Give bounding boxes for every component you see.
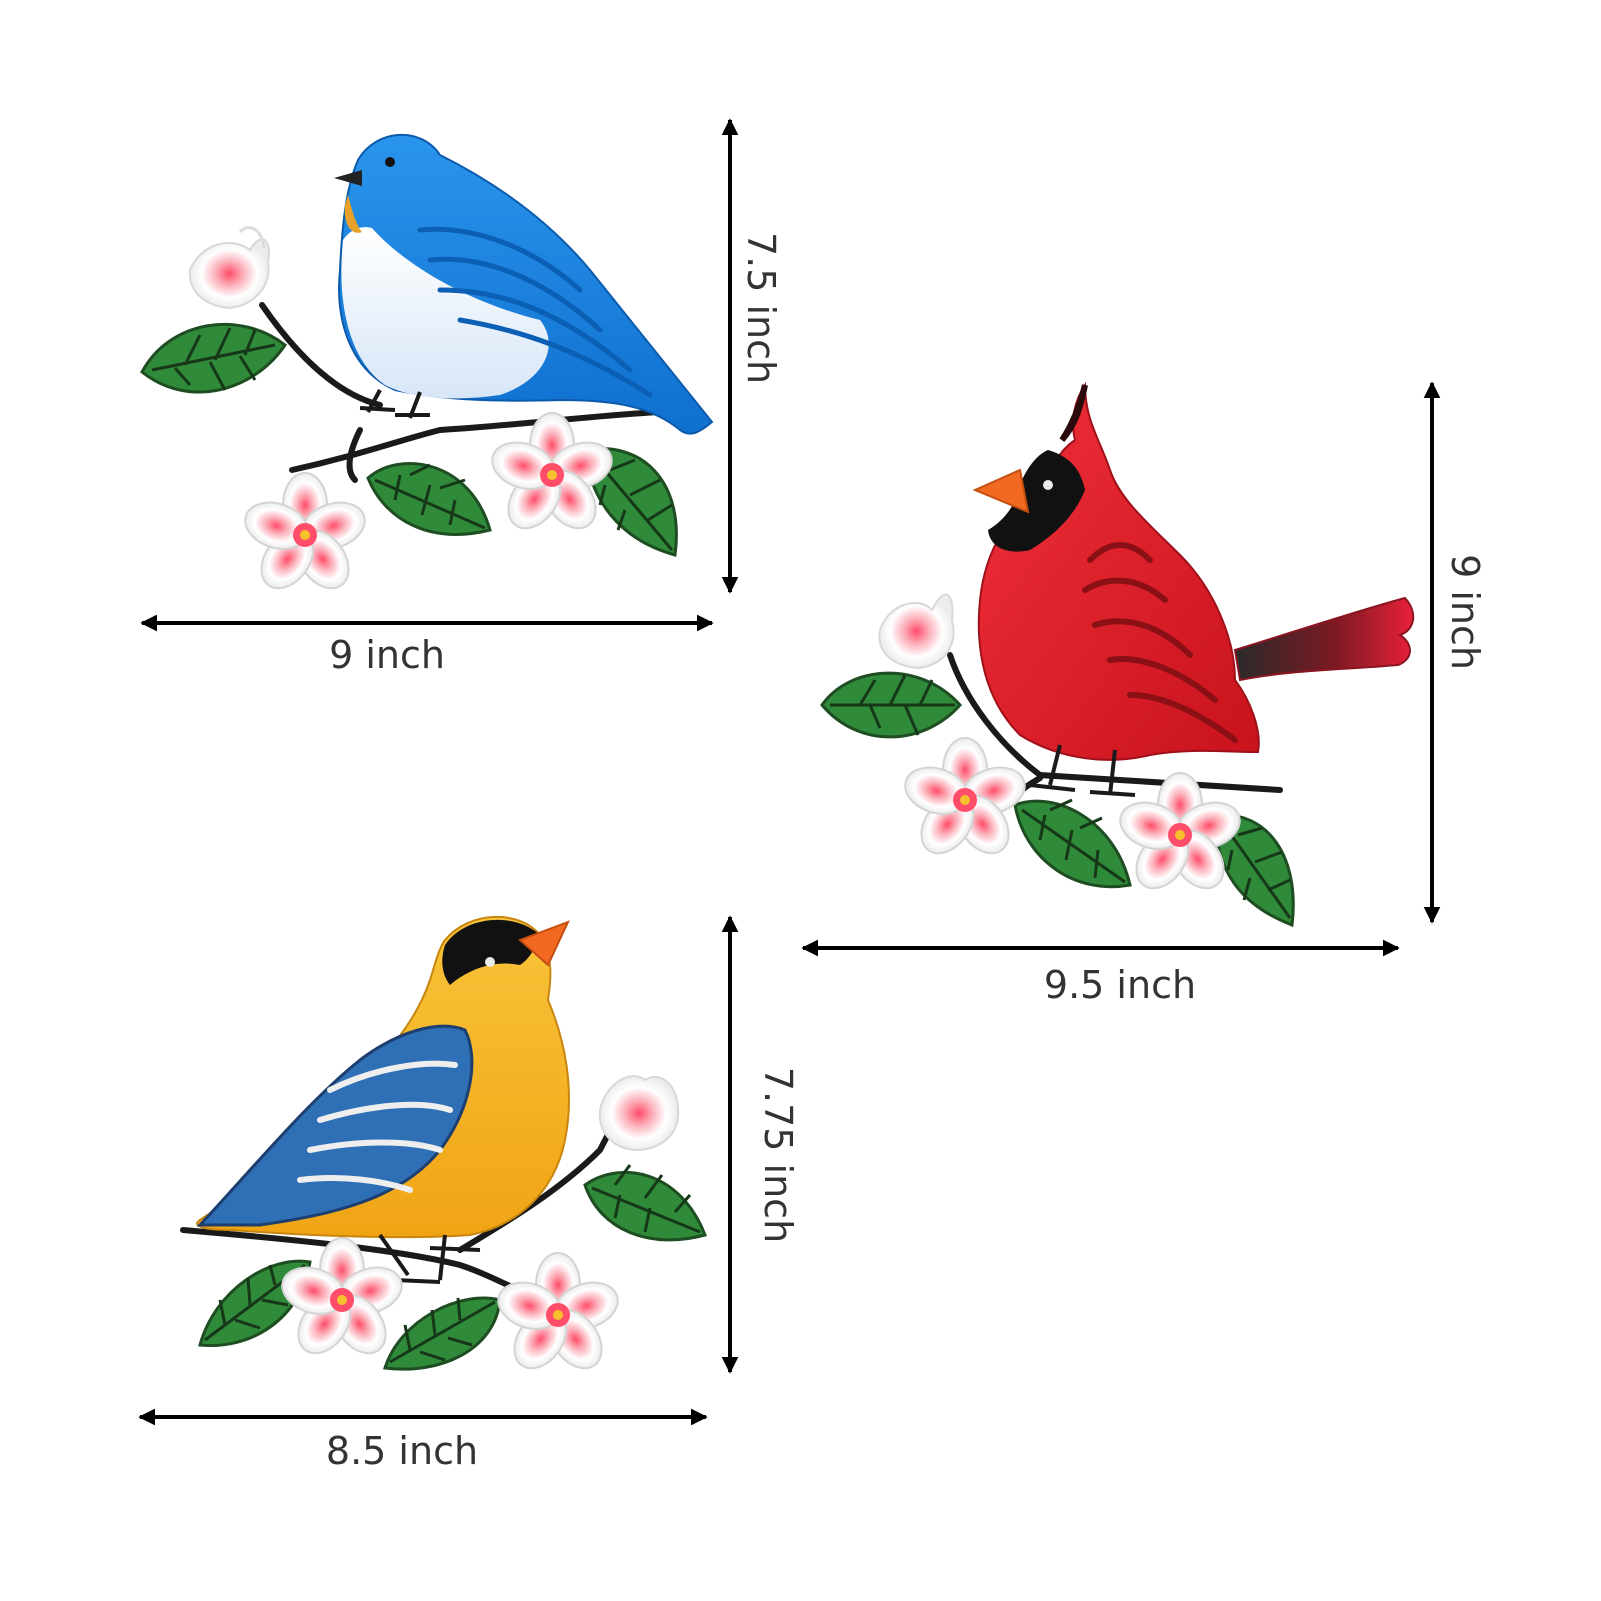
cardinal-flower bbox=[904, 737, 1026, 855]
cardinal-flower-bud bbox=[878, 593, 955, 670]
bluebird-beak bbox=[334, 170, 362, 186]
bluebird-flower-bud bbox=[188, 226, 270, 310]
cardinal-wing bbox=[1082, 542, 1238, 743]
bluebird-leaf bbox=[583, 447, 678, 557]
cardinal-beak bbox=[972, 468, 1030, 514]
goldfinch-flower bbox=[281, 1237, 403, 1355]
cardinal-figure bbox=[820, 381, 1415, 928]
cardinal-feet bbox=[1029, 744, 1136, 797]
cardinal-body bbox=[977, 381, 1260, 761]
goldfinch-flower bbox=[497, 1252, 619, 1370]
cardinal-width-label: 9.5 inch bbox=[1044, 963, 1196, 1007]
bluebird-leaf bbox=[366, 462, 492, 536]
goldfinch-wing bbox=[196, 1024, 474, 1227]
bluebird-height-label: 7.5 inch bbox=[739, 232, 783, 384]
goldfinch-figure bbox=[180, 915, 707, 1371]
goldfinch-flower-bud bbox=[598, 1075, 680, 1152]
goldfinch-cap bbox=[442, 919, 540, 985]
cardinal-eye bbox=[1043, 480, 1053, 490]
bluebird-flower bbox=[244, 472, 366, 590]
goldfinch-leaf bbox=[583, 1164, 707, 1242]
cardinal-tail bbox=[1233, 596, 1415, 682]
goldfinch-eye bbox=[485, 957, 495, 967]
bluebird-feet bbox=[359, 389, 430, 419]
bluebird-figure bbox=[140, 133, 714, 590]
cardinal-crest bbox=[1059, 384, 1088, 442]
bluebird-wing bbox=[417, 226, 653, 398]
cardinal-mask bbox=[988, 450, 1085, 552]
cardinal-height-label: 9 inch bbox=[1443, 554, 1487, 670]
goldfinch-beak bbox=[518, 920, 570, 967]
goldfinch-height-label: 7.75 inch bbox=[756, 1067, 800, 1243]
cardinal-leaf bbox=[1013, 798, 1132, 889]
bluebird-flower bbox=[491, 412, 613, 530]
goldfinch-leaf bbox=[383, 1296, 502, 1371]
goldfinch-wing-bars bbox=[297, 1060, 458, 1193]
bluebird-width-label: 9 inch bbox=[329, 633, 445, 677]
goldfinch-width-label: 8.5 inch bbox=[326, 1429, 478, 1473]
bluebird-belly bbox=[341, 227, 549, 399]
bluebird-leaf bbox=[140, 323, 288, 394]
bluebird-throat bbox=[344, 195, 362, 233]
cardinal-leaf bbox=[820, 671, 963, 739]
cardinal-flower bbox=[1119, 772, 1241, 890]
bluebird-branch bbox=[259, 302, 663, 483]
goldfinch-feet bbox=[378, 1233, 481, 1284]
bluebird-eye bbox=[385, 157, 395, 167]
